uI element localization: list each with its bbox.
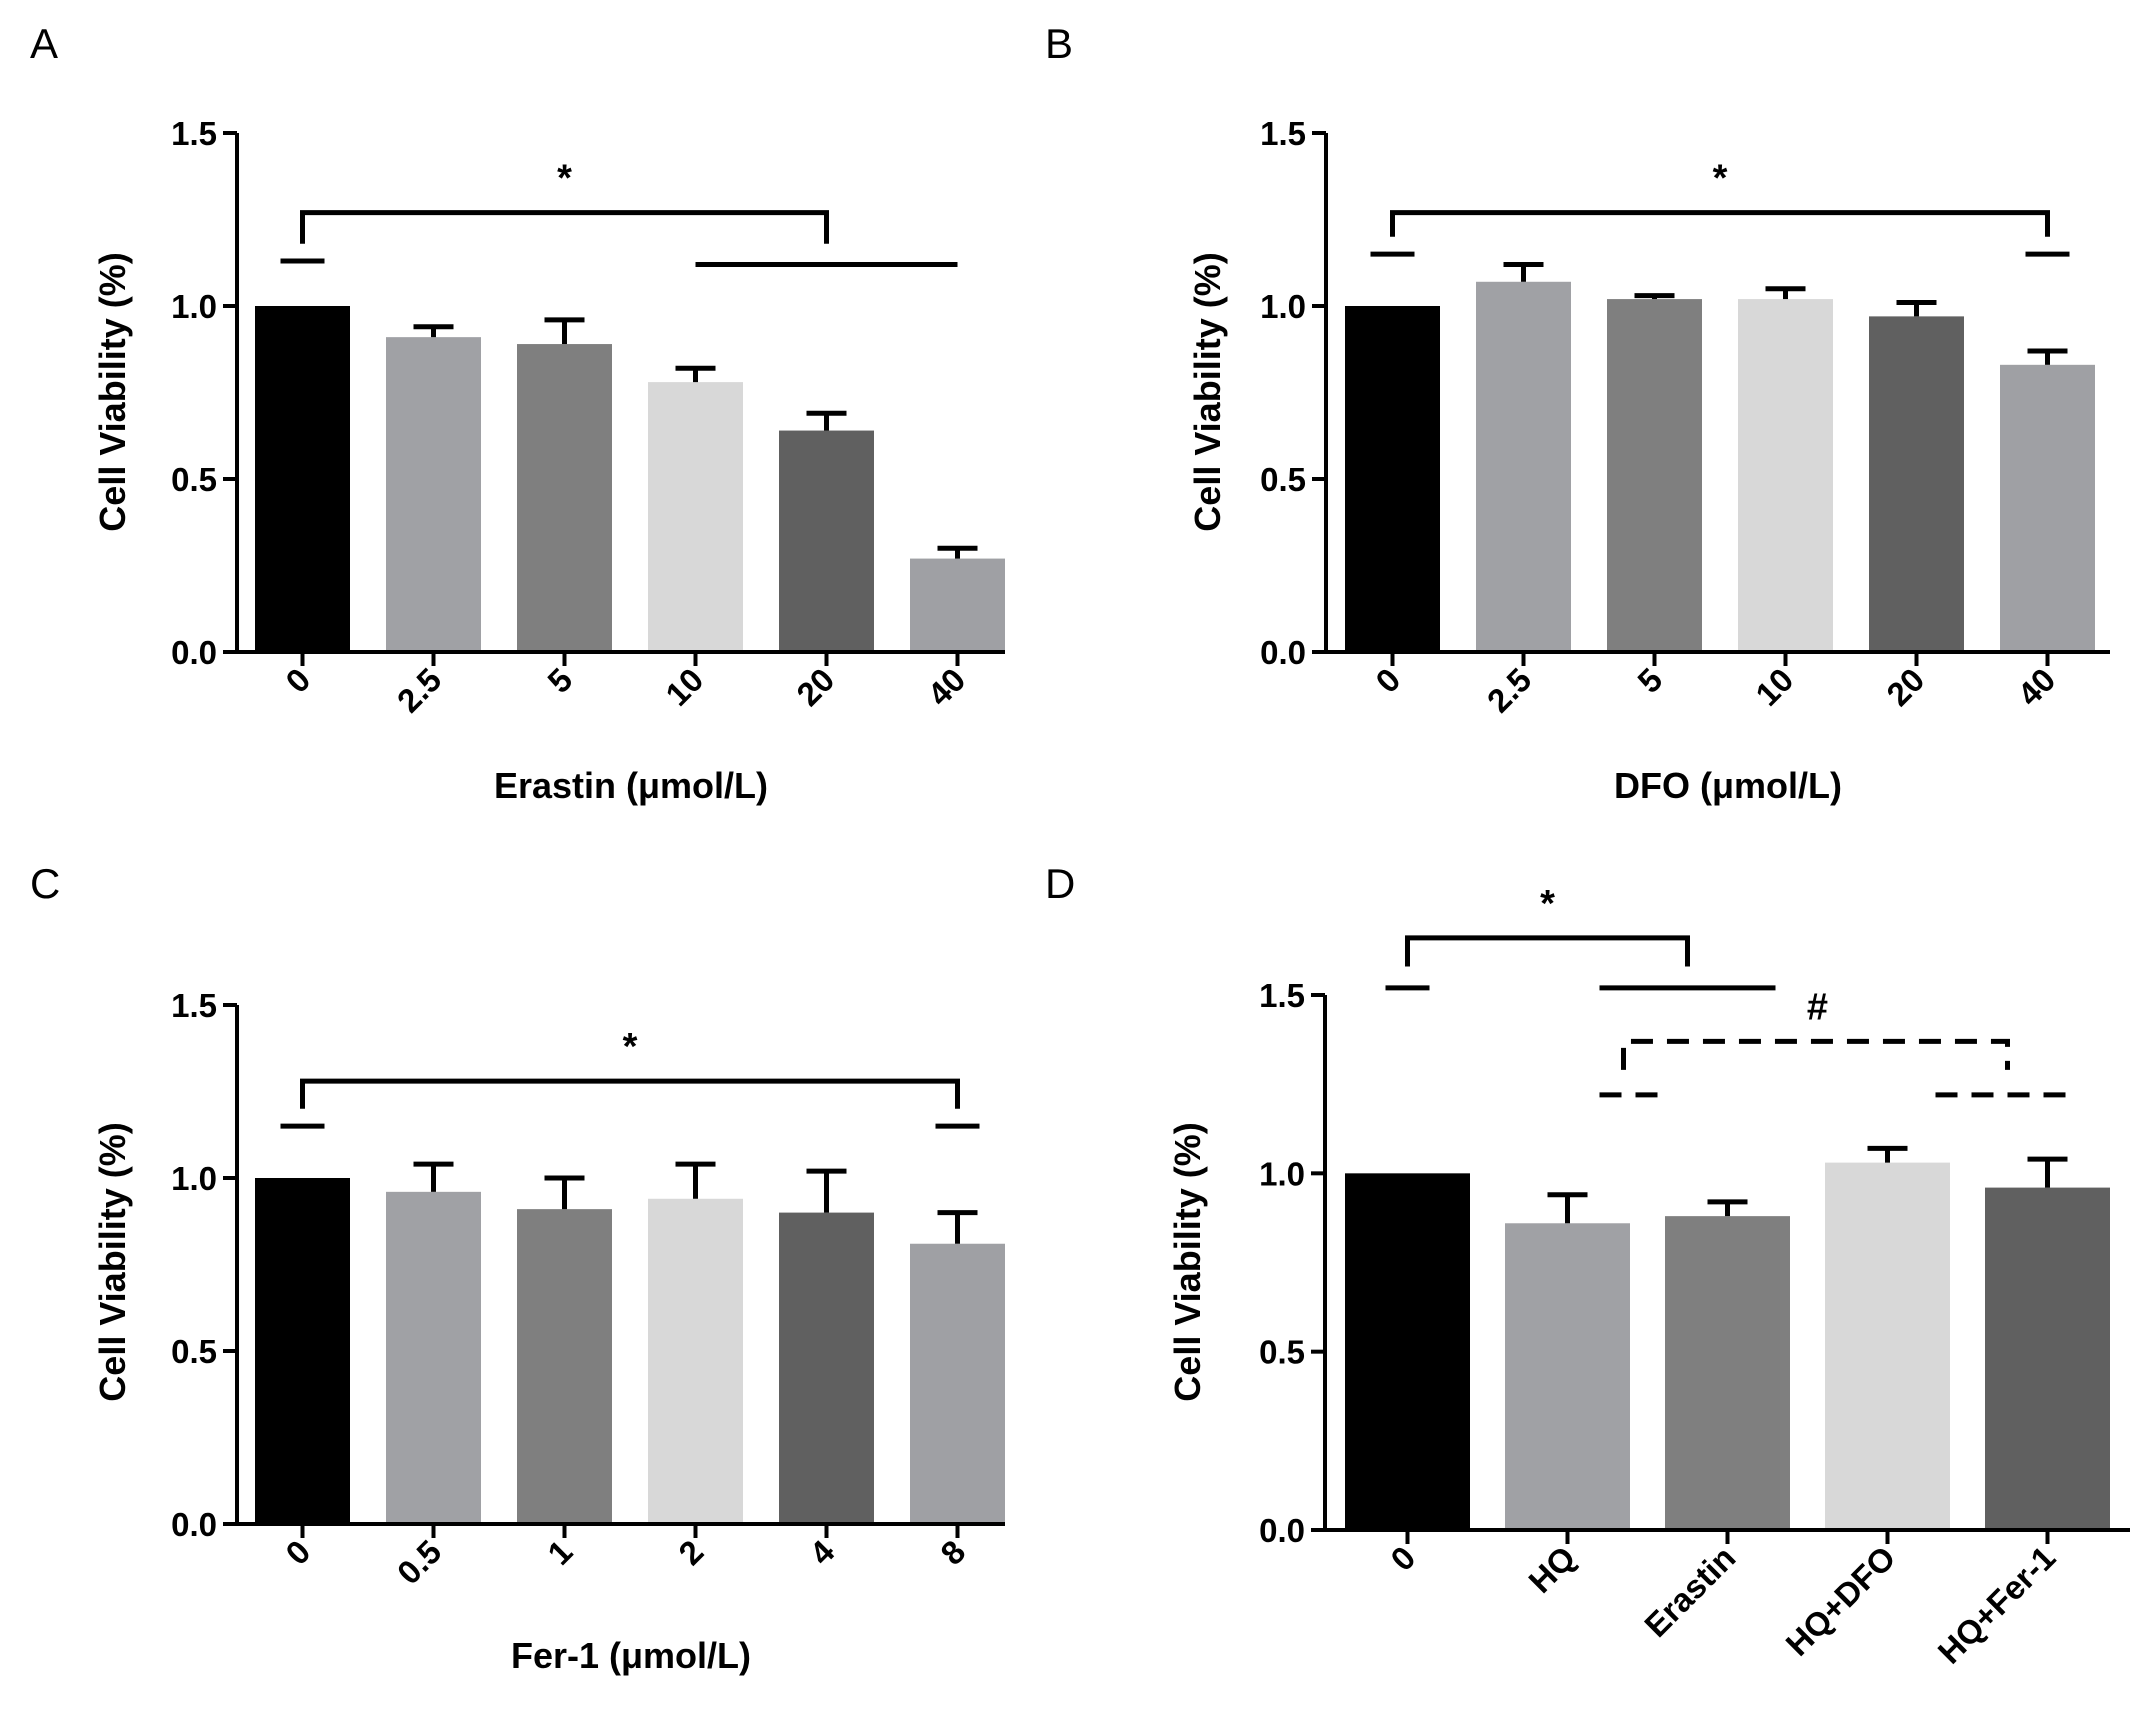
x-axis-title: DFO (μmol/L) <box>1614 765 1842 806</box>
y-axis-title: Cell Viability (%) <box>92 252 133 531</box>
panel-letter-c: C <box>30 860 60 907</box>
bar-1 <box>1476 281 1571 652</box>
bar-0 <box>1345 1173 1470 1530</box>
significance-bracket <box>1621 1038 2010 1070</box>
bar-0 <box>1345 306 1440 652</box>
y-axis-title: Cell Viability (%) <box>1167 1122 1208 1401</box>
category-label: 0.5 <box>390 1533 449 1592</box>
bar-3 <box>1825 1162 1950 1530</box>
y-tick-label: 0.5 <box>1259 1334 1305 1371</box>
y-tick-label: 1.0 <box>1260 288 1306 325</box>
bar-1 <box>386 1191 481 1524</box>
bar-0 <box>255 1178 350 1524</box>
panel-letter-d: D <box>1045 860 1075 907</box>
panel-a-chart: 0.0 0.5 1.0 1.5 0 2.5 5 10 20 40 Cell Viability (%… <box>92 115 1005 806</box>
category-label: 0 <box>1383 1539 1422 1578</box>
y-tick-label: 0.5 <box>171 1333 217 1370</box>
category-label: 20 <box>1879 661 1931 713</box>
bar-2 <box>1665 1216 1790 1530</box>
panel-letter-a: A <box>30 20 58 67</box>
y-tick-label: 1.0 <box>1259 1155 1305 1192</box>
y-tick-label: 1.0 <box>171 288 217 325</box>
bar-2 <box>517 344 612 652</box>
panel-b-chart: 0.0 0.5 1.0 1.5 0 2.5 5 10 20 40 Cell Viability (%… <box>1187 115 2110 806</box>
category-label: HQ+Fer-1 <box>1931 1539 2063 1671</box>
category-label: 10 <box>1748 661 1800 713</box>
y-axis-title: Cell Viability (%) <box>1187 252 1228 531</box>
bar-4 <box>1869 316 1964 652</box>
significance-bracket <box>300 1078 960 1109</box>
bar-2 <box>517 1209 612 1524</box>
y-tick-label: 0.0 <box>171 634 217 671</box>
significance-bracket <box>1405 935 1690 967</box>
significance-bracket <box>1390 210 2050 237</box>
significance-label: * <box>1713 158 1728 200</box>
bar-1 <box>1505 1223 1630 1530</box>
category-label: 2.5 <box>1480 661 1539 720</box>
category-label: 20 <box>789 661 841 713</box>
category-label: 2.5 <box>390 661 449 720</box>
significance-label: * <box>1540 883 1555 925</box>
y-tick-label: 1.5 <box>1259 977 1305 1014</box>
category-label: 1 <box>540 1533 579 1572</box>
significance-label: * <box>623 1026 638 1068</box>
bar-3 <box>648 382 743 652</box>
category-label: 10 <box>658 661 710 713</box>
bar-4 <box>779 1212 874 1524</box>
category-label: 5 <box>540 661 579 700</box>
category-label: 2 <box>671 1533 710 1572</box>
panel-letter-b: B <box>1045 20 1073 67</box>
bar-3 <box>648 1198 743 1524</box>
significance-label: # <box>1807 986 1828 1028</box>
bar-3 <box>1738 299 1833 652</box>
category-label: 0 <box>278 1533 317 1572</box>
category-label: 40 <box>920 661 972 713</box>
y-tick-label: 0.0 <box>1260 634 1306 671</box>
y-tick-label: 1.5 <box>1260 115 1306 152</box>
category-label: 4 <box>802 1532 842 1572</box>
x-axis-title: Fer-1 (μmol/L) <box>511 1635 751 1676</box>
category-label: 0 <box>1368 661 1407 700</box>
y-axis-title: Cell Viability (%) <box>92 1122 133 1401</box>
significance-bracket <box>300 210 829 244</box>
bar-4 <box>1985 1187 2110 1530</box>
panel-d-chart: 0.0 0.5 1.0 1.5 0 HQ Erastin HQ+DFO HQ+Fer-1 Cell… <box>1167 883 2130 1671</box>
bar-5 <box>2000 364 2095 652</box>
bar-0 <box>255 306 350 652</box>
category-label: 5 <box>1630 661 1669 700</box>
panel-c-chart: 0.0 0.5 1.0 1.5 0 0.5 1 2 4 8 Cell Viability (%) Fe… <box>92 987 1005 1676</box>
y-tick-label: 1.0 <box>171 1160 217 1197</box>
y-tick-label: 1.5 <box>171 115 217 152</box>
bar-2 <box>1607 299 1702 652</box>
y-tick-label: 1.5 <box>171 987 217 1024</box>
category-label: 0 <box>278 661 317 700</box>
category-label: Erastin <box>1637 1539 1742 1644</box>
y-tick-label: 0.0 <box>1259 1512 1305 1549</box>
y-tick-label: 0.5 <box>171 461 217 498</box>
bar-4 <box>779 430 874 652</box>
bar-1 <box>386 337 481 652</box>
category-label: 40 <box>2010 661 2062 713</box>
category-label: HQ <box>1521 1539 1582 1600</box>
category-label: 8 <box>933 1533 972 1572</box>
category-label: HQ+DFO <box>1778 1539 1902 1663</box>
x-axis-title: Erastin (μmol/L) <box>494 765 768 806</box>
bar-5 <box>910 558 1005 652</box>
bar-5 <box>910 1243 1005 1524</box>
y-tick-label: 0.5 <box>1260 461 1306 498</box>
y-tick-label: 0.0 <box>171 1506 217 1543</box>
significance-label: * <box>557 158 572 200</box>
